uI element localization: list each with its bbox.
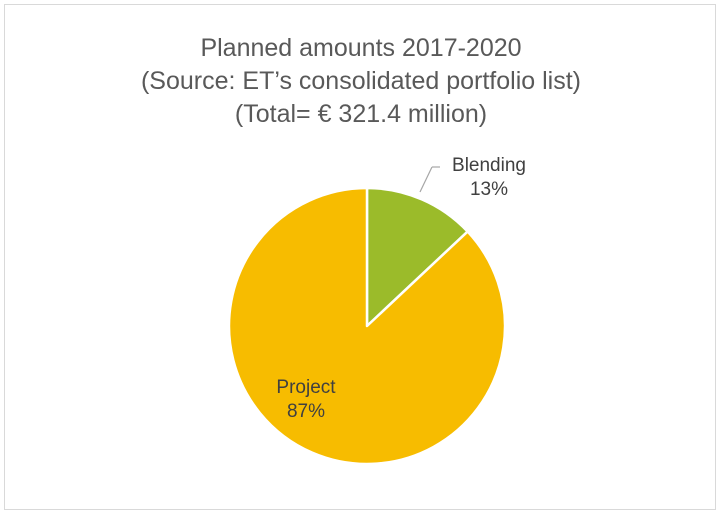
pie-slice-project — [227, 186, 507, 466]
blending-leader-line — [419, 166, 433, 193]
chart-title: Planned amounts 2017-2020 (Source: ET’s … — [5, 32, 717, 131]
slice-label-blending-value: 13% — [470, 179, 508, 200]
slice-label-project-name: Project — [276, 377, 336, 398]
slice-label-project-value: 87% — [287, 401, 325, 422]
pie-labels: Blending 13% Project 87% — [276, 155, 526, 422]
chart-title-line-3: (Total= € 321.4 million) — [234, 100, 488, 128]
pie-slices — [227, 186, 507, 466]
slice-label-blending-name: Blending — [452, 155, 526, 176]
pie-slice-blending — [365, 186, 469, 328]
chart-title-line-2: (Source: ET’s consolidated portfolio lis… — [140, 67, 581, 95]
chart-title-line-1: Planned amounts 2017-2020 — [200, 34, 522, 62]
